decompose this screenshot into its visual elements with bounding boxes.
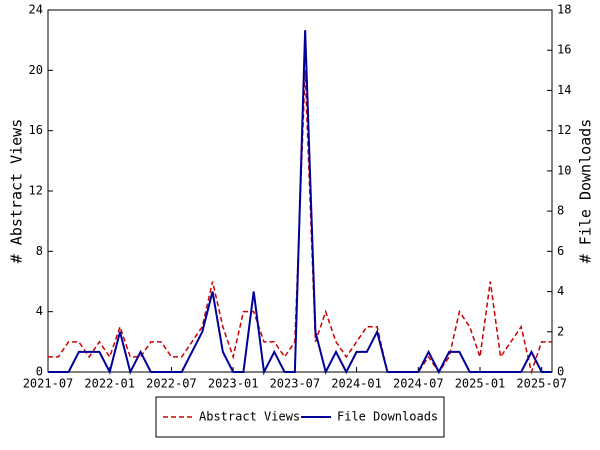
y2-tick-label: 2 (557, 324, 564, 338)
y-tick-label: 24 (29, 3, 43, 17)
y2-tick-label: 12 (557, 123, 571, 137)
series-line (48, 30, 552, 376)
x-tick-label: 2023-07 (270, 377, 321, 391)
y2-tick-label: 0 (557, 365, 564, 379)
y-tick-label: 16 (29, 123, 43, 137)
y2-tick-label: 10 (557, 163, 571, 177)
y-tick-label: 4 (36, 304, 43, 318)
x-tick-label: 2024-01 (331, 377, 382, 391)
legend-box (155, 396, 445, 438)
y2-tick-label: 16 (557, 43, 571, 57)
y2-tick-label: 8 (557, 204, 564, 218)
y-tick-label: 12 (29, 184, 43, 198)
x-tick-label: 2022-07 (146, 377, 197, 391)
x-tick-label: 2021-07 (23, 377, 74, 391)
legend-label: File Downloads (337, 410, 438, 424)
y-tick-label: 8 (36, 244, 43, 258)
y-axis-label: # Abstract Views (8, 119, 26, 264)
legend-label: Abstract Views (199, 410, 300, 424)
x-tick-label: 2024-07 (393, 377, 444, 391)
y2-tick-label: 14 (557, 83, 571, 97)
y-tick-label: 0 (36, 365, 43, 379)
y2-axis-label: # File Downloads (577, 119, 595, 264)
x-tick-label: 2022-01 (84, 377, 135, 391)
x-tick-label: 2025-07 (516, 377, 567, 391)
y2-tick-label: 6 (557, 244, 564, 258)
y2-tick-label: 18 (557, 3, 571, 17)
y-tick-label: 20 (29, 63, 43, 77)
x-tick-label: 2025-01 (455, 377, 506, 391)
y2-tick-label: 4 (557, 284, 564, 298)
x-tick-label: 2023-01 (208, 377, 259, 391)
